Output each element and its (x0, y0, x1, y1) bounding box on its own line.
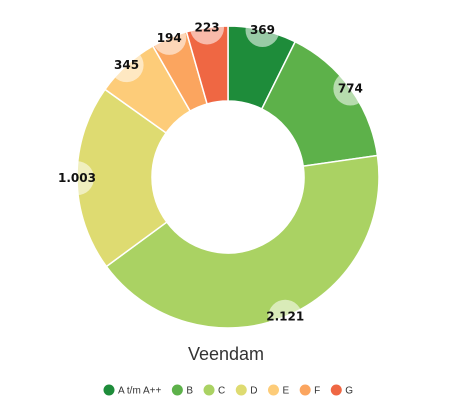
legend-label: B (186, 386, 193, 397)
data-label-bubble (109, 48, 144, 83)
legend-label: A t/m A++ (118, 386, 162, 397)
data-label-bubble (190, 10, 225, 45)
data-label: 223 (195, 20, 220, 34)
legend-swatch (171, 384, 183, 396)
legend-label: G (345, 386, 353, 397)
legend-swatch (235, 384, 247, 396)
data-labels-layer: 369 774 2.121 1.003 345 194 223 (58, 10, 368, 334)
legend-label: D (250, 386, 257, 397)
donut-slice[interactable] (76, 88, 168, 268)
legend-swatch (268, 384, 279, 396)
legend-swatch (203, 384, 215, 396)
data-label: 774 (338, 81, 363, 95)
legend-item[interactable]: F (299, 384, 321, 397)
data-label: 2.121 (266, 310, 304, 324)
legend-item[interactable]: B (171, 384, 194, 397)
legend-item[interactable]: A t/m A++ (103, 384, 162, 397)
data-label-bubble (60, 161, 95, 196)
data-label: 369 (250, 23, 275, 37)
data-label: 345 (114, 58, 139, 72)
data-label-bubble (333, 71, 368, 106)
legend: A t/m A++ B C D E F G (103, 384, 354, 397)
legend-label: F (314, 386, 320, 397)
data-label-bubble (245, 12, 280, 47)
legend-swatch (299, 384, 311, 396)
data-label-bubble (152, 20, 187, 55)
donut-slice[interactable] (105, 154, 380, 329)
data-label-bubble (268, 299, 303, 334)
legend-item[interactable]: E (268, 384, 290, 397)
legend-label: E (283, 386, 290, 397)
chart-title: Veendam (188, 344, 264, 364)
legend-item[interactable]: D (235, 384, 258, 397)
legend-swatch (330, 384, 342, 396)
legend-item[interactable]: C (203, 384, 226, 397)
slices-layer (76, 25, 380, 329)
data-label: 1.003 (58, 171, 96, 185)
legend-item[interactable]: G (330, 384, 354, 397)
data-label: 194 (157, 31, 182, 45)
legend-label: C (218, 386, 225, 397)
legend-swatch (103, 384, 115, 396)
